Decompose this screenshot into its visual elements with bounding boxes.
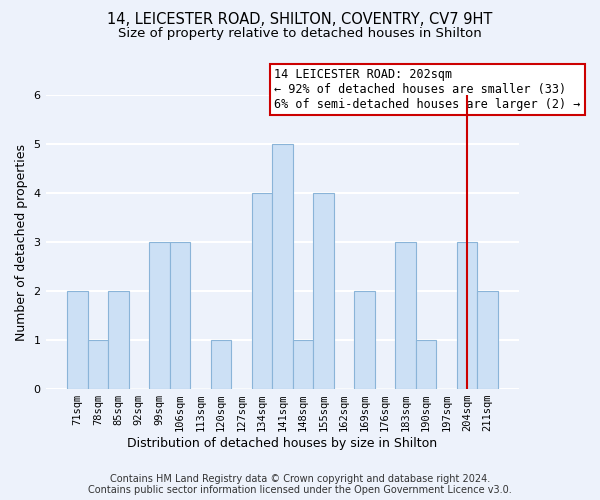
Text: Contains public sector information licensed under the Open Government Licence v3: Contains public sector information licen… bbox=[88, 485, 512, 495]
Bar bbox=[88, 340, 108, 389]
Bar bbox=[457, 242, 477, 389]
Bar bbox=[477, 291, 497, 389]
Text: Size of property relative to detached houses in Shilton: Size of property relative to detached ho… bbox=[118, 28, 482, 40]
Bar bbox=[293, 340, 313, 389]
Bar bbox=[67, 291, 88, 389]
Bar bbox=[313, 193, 334, 389]
Text: 14, LEICESTER ROAD, SHILTON, COVENTRY, CV7 9HT: 14, LEICESTER ROAD, SHILTON, COVENTRY, C… bbox=[107, 12, 493, 28]
Bar bbox=[416, 340, 436, 389]
Bar bbox=[108, 291, 128, 389]
Bar bbox=[211, 340, 231, 389]
Bar bbox=[170, 242, 190, 389]
X-axis label: Distribution of detached houses by size in Shilton: Distribution of detached houses by size … bbox=[127, 437, 437, 450]
Bar bbox=[251, 193, 272, 389]
Text: 14 LEICESTER ROAD: 202sqm
← 92% of detached houses are smaller (33)
6% of semi-d: 14 LEICESTER ROAD: 202sqm ← 92% of detac… bbox=[274, 68, 581, 112]
Bar bbox=[272, 144, 293, 389]
Bar bbox=[149, 242, 170, 389]
Bar bbox=[395, 242, 416, 389]
Y-axis label: Number of detached properties: Number of detached properties bbox=[15, 144, 28, 340]
Text: Contains HM Land Registry data © Crown copyright and database right 2024.: Contains HM Land Registry data © Crown c… bbox=[110, 474, 490, 484]
Bar bbox=[354, 291, 374, 389]
